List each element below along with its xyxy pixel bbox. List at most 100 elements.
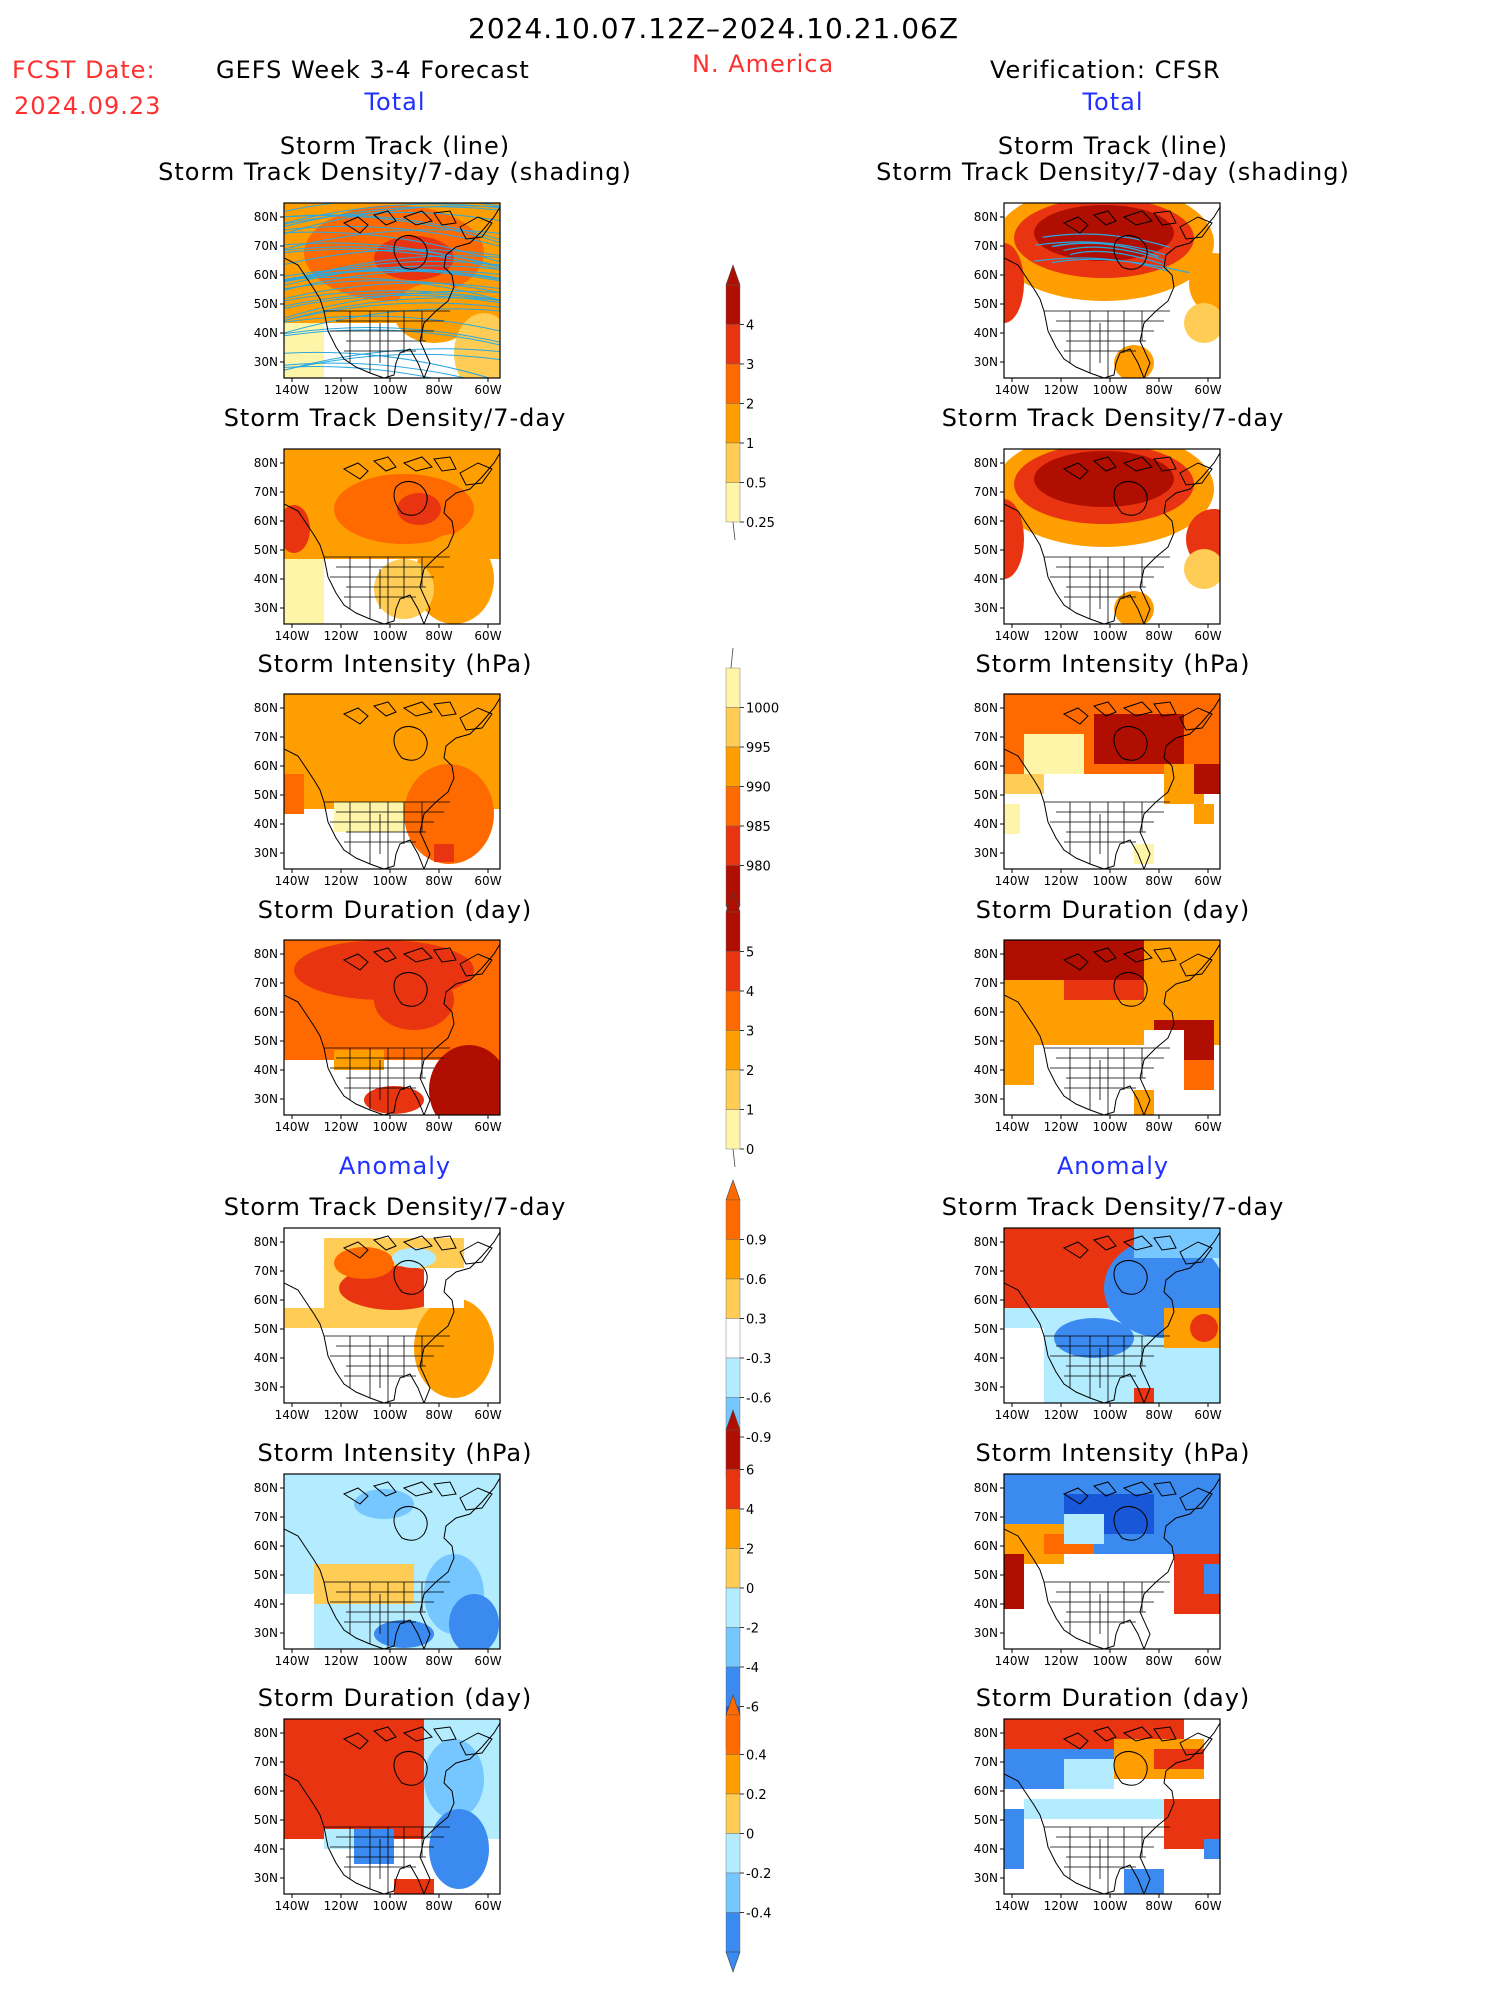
- lon-tick-label: 80W: [425, 629, 452, 643]
- right-panel-4-title: Storm Duration (day): [975, 896, 1251, 924]
- shading-region: [414, 534, 494, 624]
- colorbar-tick-label: 2: [746, 398, 754, 413]
- lon-tick-label: 60W: [1194, 1120, 1221, 1134]
- shading-cell: [284, 809, 324, 869]
- state-borders: [1044, 556, 1170, 624]
- lon-tick-label: 140W: [995, 1654, 1030, 1668]
- storm-track-line: [284, 297, 500, 322]
- right-anomaly-label: Anomaly: [1056, 1152, 1170, 1180]
- lon-tick-label: 80W: [1145, 1899, 1172, 1913]
- colorbar-arrow-top: [725, 1409, 741, 1431]
- colorbar-segment: [725, 1793, 741, 1834]
- lat-tick-label: 50N: [974, 297, 998, 311]
- shading-cell: [334, 1050, 384, 1070]
- lon-tick-label: 120W: [324, 874, 359, 888]
- lat-tick-label: 60N: [974, 1293, 998, 1307]
- lon-tick-label: 100W: [373, 1899, 408, 1913]
- shading-cell: [1204, 1564, 1220, 1594]
- shading-region: [397, 493, 441, 525]
- lon-tick-label: 80W: [1145, 1120, 1172, 1134]
- coastline: [1004, 1477, 1220, 1649]
- lat-tick-label: 40N: [254, 1351, 278, 1365]
- colorbar-segment: [725, 1548, 741, 1589]
- shading-cell: [334, 802, 404, 832]
- lat-tick-label: 70N: [254, 1755, 278, 1769]
- storm-track-line: [284, 269, 500, 283]
- left-map-panel-6: 80N 70N 60N 50N 40N 30N 140W 120W 100W 80W 60W: [254, 1473, 502, 1668]
- lat-tick-label: 30N: [974, 355, 998, 369]
- state-borders: [1044, 1335, 1170, 1403]
- lon-tick-label: 140W: [275, 383, 310, 397]
- coastline: [284, 452, 500, 624]
- lon-tick-label: 140W: [275, 874, 310, 888]
- lat-tick-label: 70N: [974, 976, 998, 990]
- arctic-islands: [342, 701, 493, 731]
- colorbar-tick-label: 0: [746, 1143, 754, 1158]
- storm-track-line: [284, 280, 500, 293]
- storm-track-line: [284, 229, 500, 250]
- lon-tick-label: 100W: [1093, 1654, 1128, 1668]
- right-panel-3-title: Storm Intensity (hPa): [975, 650, 1251, 678]
- colorbar-tick-label: 4: [746, 985, 754, 1000]
- coastline: [284, 943, 500, 1115]
- map-frame: [283, 693, 501, 870]
- left-anomaly-label: Anomaly: [338, 1152, 452, 1180]
- lat-tick-label: 30N: [974, 1626, 998, 1640]
- storm-track-line: [284, 231, 500, 263]
- shading-region: [1164, 1358, 1204, 1398]
- lon-tick-label: 100W: [1093, 1120, 1128, 1134]
- storm-track-line: [1034, 241, 1168, 256]
- coastline: [284, 1477, 500, 1649]
- left-total-label: Total: [364, 88, 426, 116]
- hudson-bay-outline: [393, 481, 428, 516]
- lat-tick-label: 50N: [254, 297, 278, 311]
- lat-tick-label: 70N: [254, 239, 278, 253]
- right-map-panel-2: 80N 70N 60N 50N 40N 30N 140W 120W 100W 80W 60W: [974, 448, 1222, 643]
- coastline: [284, 1722, 500, 1894]
- shading-region: [392, 1248, 436, 1268]
- shading-region: [1054, 1318, 1134, 1358]
- map-frame: [1003, 939, 1221, 1116]
- shading-region: [374, 1620, 434, 1648]
- storm-track-line: [284, 282, 500, 300]
- shading-region: [1034, 451, 1174, 507]
- lat-tick-label: 80N: [254, 701, 278, 715]
- colorbar-segment: [725, 1508, 741, 1549]
- lat-tick-label: 70N: [974, 239, 998, 253]
- coastline: [284, 1231, 500, 1403]
- lat-tick-label: 50N: [254, 788, 278, 802]
- colorbar-segment: [725, 1714, 741, 1755]
- left-panel-4-title: Storm Duration (day): [257, 896, 533, 924]
- lat-tick-label: 60N: [974, 514, 998, 528]
- colorbar-segment: [725, 911, 741, 952]
- lon-tick-label: 140W: [275, 629, 310, 643]
- storm-track-line: [284, 362, 468, 378]
- colorbar-segment: [725, 667, 741, 708]
- arctic-islands: [342, 1235, 493, 1265]
- lat-tick-label: 30N: [254, 1380, 278, 1394]
- shading-cell: [1184, 1060, 1214, 1090]
- lat-tick-label: 30N: [974, 1092, 998, 1106]
- shading-cell: [1004, 1328, 1044, 1403]
- right-map-panel-6: 80N 70N 60N 50N 40N 30N 140W 120W 100W 80W 60W: [974, 1473, 1222, 1668]
- map-frame: [1003, 448, 1221, 625]
- shading-cell: [1134, 1228, 1220, 1258]
- right-map-panel-4: 80N 70N 60N 50N 40N 30N 140W 120W 100W 80W 60W: [974, 939, 1222, 1134]
- colorbar-segment: [725, 1587, 741, 1628]
- left-map-panel-3: 80N 70N 60N 50N 40N 30N 140W 120W 100W 80W 60W: [254, 693, 502, 888]
- coastline: [1004, 943, 1220, 1115]
- lat-tick-label: 60N: [974, 1784, 998, 1798]
- lat-tick-label: 50N: [974, 1322, 998, 1336]
- lat-tick-label: 40N: [254, 326, 278, 340]
- colorbar-segment: [725, 1754, 741, 1795]
- storm-track-line: [284, 205, 500, 235]
- shading-cell: [284, 1308, 324, 1328]
- colorbar-segment: [725, 442, 741, 483]
- storm-track-line: [1069, 250, 1165, 266]
- storm-track-line: [284, 353, 500, 371]
- colorbar-arrow-top: [725, 891, 741, 913]
- arctic-islands: [342, 947, 493, 977]
- lon-tick-label: 120W: [324, 1120, 359, 1134]
- colorbar-segment: [725, 1627, 741, 1668]
- lat-tick-label: 80N: [974, 210, 998, 224]
